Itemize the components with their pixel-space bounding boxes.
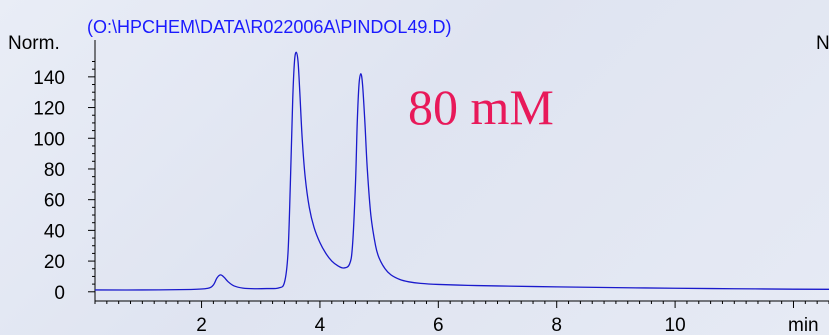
x-axis: 2 4 6 8 10 [94, 300, 829, 335]
x-tick-label: 6 [433, 315, 444, 335]
y-tick-label: 40 [44, 221, 65, 242]
concentration-annotation: 80 mM [408, 79, 554, 135]
y-axis: 0 20 40 60 80 100 120 140 [33, 40, 96, 304]
y-tick-label: 80 [44, 160, 65, 181]
y-tick-label: 60 [44, 191, 65, 212]
y-tick-label: 20 [44, 252, 65, 273]
x-tick-label: 2 [196, 315, 207, 335]
y-tick-label: 120 [33, 99, 65, 120]
y-tick-label: 0 [54, 283, 65, 304]
x-tick-label: 4 [315, 315, 326, 335]
y-axis-label: Norm. [8, 33, 60, 54]
y-tick-label: 100 [33, 129, 65, 150]
x-tick-label: 10 [665, 315, 686, 335]
chromatogram-trace [94, 51, 829, 291]
x-axis-unit-label: min [788, 315, 819, 335]
right-edge-label: N [816, 33, 829, 54]
y-tick-label: 140 [33, 68, 65, 89]
x-tick-label: 8 [551, 315, 562, 335]
file-path-label: (O:\HPCHEM\DATA\R022006A\PINDOL49.D) [87, 17, 451, 37]
